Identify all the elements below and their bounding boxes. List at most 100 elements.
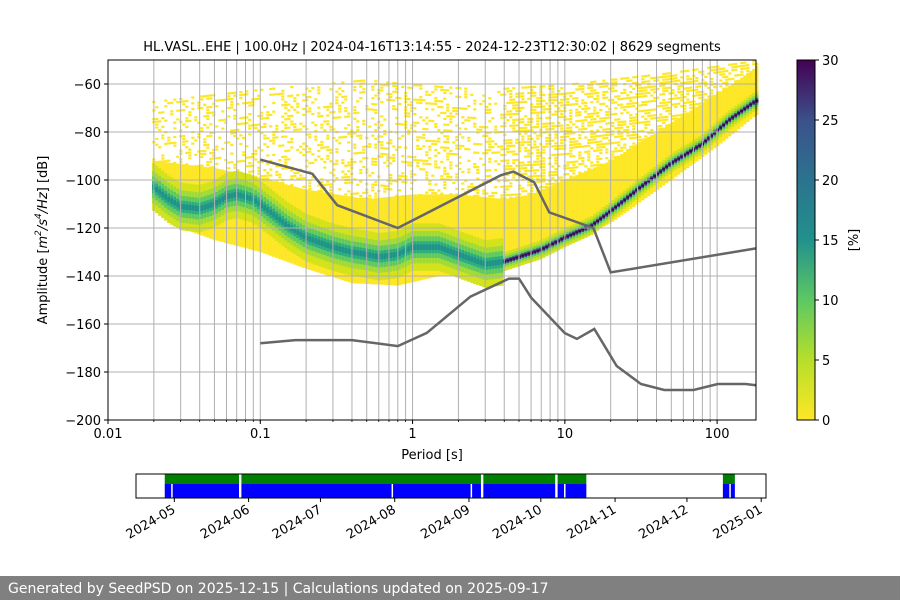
heatmap-cell [389, 96, 393, 99]
heatmap-cell [560, 101, 564, 104]
y-axis-label-s: /s [36, 219, 51, 231]
heatmap-cell [611, 159, 615, 162]
heatmap-cell [572, 232, 576, 235]
heatmap-cell [284, 167, 288, 170]
heatmap-cell [314, 124, 318, 127]
heatmap-cell [512, 130, 516, 133]
heatmap-cell [488, 149, 492, 152]
heatmap-cell [542, 99, 546, 102]
heatmap-cell [407, 103, 411, 106]
heatmap-cell [587, 87, 591, 90]
heatmap-cell [515, 118, 519, 121]
heatmap-cell [212, 131, 216, 134]
heatmap-cell [551, 87, 555, 90]
heatmap-cell [737, 112, 741, 115]
heatmap-cell [308, 136, 312, 139]
heatmap-cell [557, 147, 561, 150]
heatmap-cell [200, 205, 204, 211]
heatmap-cell [665, 165, 669, 168]
heatmap-cell [653, 76, 657, 79]
heatmap-cell [212, 114, 216, 117]
heatmap-cell [164, 159, 168, 163]
heatmap-cell [191, 107, 195, 111]
heatmap-cell [518, 176, 522, 179]
heatmap-cell [476, 168, 480, 172]
heatmap-cell [596, 114, 600, 118]
heatmap-cell [641, 184, 645, 187]
heatmap-cell [497, 259, 501, 265]
heatmap-cell [359, 79, 363, 82]
heatmap-cell [401, 249, 405, 255]
heatmap-cell [530, 86, 534, 89]
heatmap-cell [656, 76, 660, 79]
heatmap-cell [575, 97, 579, 100]
heatmap-cell [527, 181, 531, 184]
heatmap-cell [176, 109, 180, 112]
heatmap-cell [467, 159, 471, 162]
heatmap-cell [248, 162, 252, 165]
heatmap-cell [482, 163, 486, 166]
heatmap-cell [695, 68, 699, 71]
heatmap-cell [485, 131, 489, 135]
heatmap-cell [293, 186, 297, 189]
heatmap-cell [206, 163, 210, 167]
heatmap-cell [605, 148, 609, 151]
heatmap-cell [221, 98, 225, 101]
timeline-computed-span [164, 474, 240, 484]
heatmap-cell [326, 123, 330, 126]
heatmap-cell [359, 85, 363, 88]
heatmap-cell [392, 159, 396, 162]
heatmap-cell [416, 144, 420, 147]
heatmap-cell [656, 119, 660, 122]
heatmap-cell [749, 103, 753, 106]
heatmap-cell [422, 168, 426, 171]
heatmap-cell [263, 105, 267, 108]
heatmap-cell [623, 120, 627, 123]
heatmap-cell [668, 80, 672, 83]
heatmap-cell [440, 100, 444, 103]
heatmap-cell [566, 103, 570, 106]
heatmap-cell [296, 94, 300, 97]
heatmap-cell [452, 106, 456, 110]
heatmap-cell [632, 76, 636, 79]
heatmap-cell [296, 229, 300, 235]
heatmap-cell [197, 164, 201, 168]
heatmap-cell [455, 187, 459, 190]
heatmap-cell [446, 109, 450, 112]
heatmap-cell [347, 141, 351, 144]
heatmap-cell [587, 153, 591, 156]
heatmap-cell [686, 81, 690, 84]
heatmap-cell [317, 155, 321, 158]
heatmap-cell [641, 101, 645, 104]
heatmap-cell [416, 162, 420, 165]
heatmap-cell [263, 134, 267, 137]
heatmap-cell [599, 140, 603, 143]
timeline-tick-label: 2024-07 [270, 502, 325, 542]
heatmap-cell [440, 160, 444, 163]
heatmap-cell [473, 165, 477, 169]
timeline-tick-label: 2024-08 [344, 502, 399, 542]
heatmap-cell [683, 107, 687, 110]
heatmap-cell [266, 145, 270, 148]
heatmap-cell [452, 109, 456, 112]
heatmap-cell [173, 121, 177, 124]
heatmap-cell [434, 183, 438, 186]
heatmap-cell [353, 152, 357, 155]
heatmap-cell [599, 146, 603, 149]
heatmap-cell [518, 132, 522, 135]
heatmap-cell [419, 147, 423, 151]
heatmap-cell [251, 124, 255, 127]
heatmap-cell [560, 153, 564, 156]
heatmap-cell [461, 182, 465, 185]
heatmap-cell [206, 114, 210, 118]
heatmap-cell [356, 111, 360, 114]
heatmap-cell [545, 136, 549, 140]
heatmap-cell [500, 259, 504, 265]
heatmap-cell [467, 168, 471, 171]
heatmap-cell [611, 87, 615, 90]
heatmap-cell [578, 173, 582, 238]
heatmap-cell [647, 120, 651, 123]
heatmap-cell [719, 85, 723, 88]
